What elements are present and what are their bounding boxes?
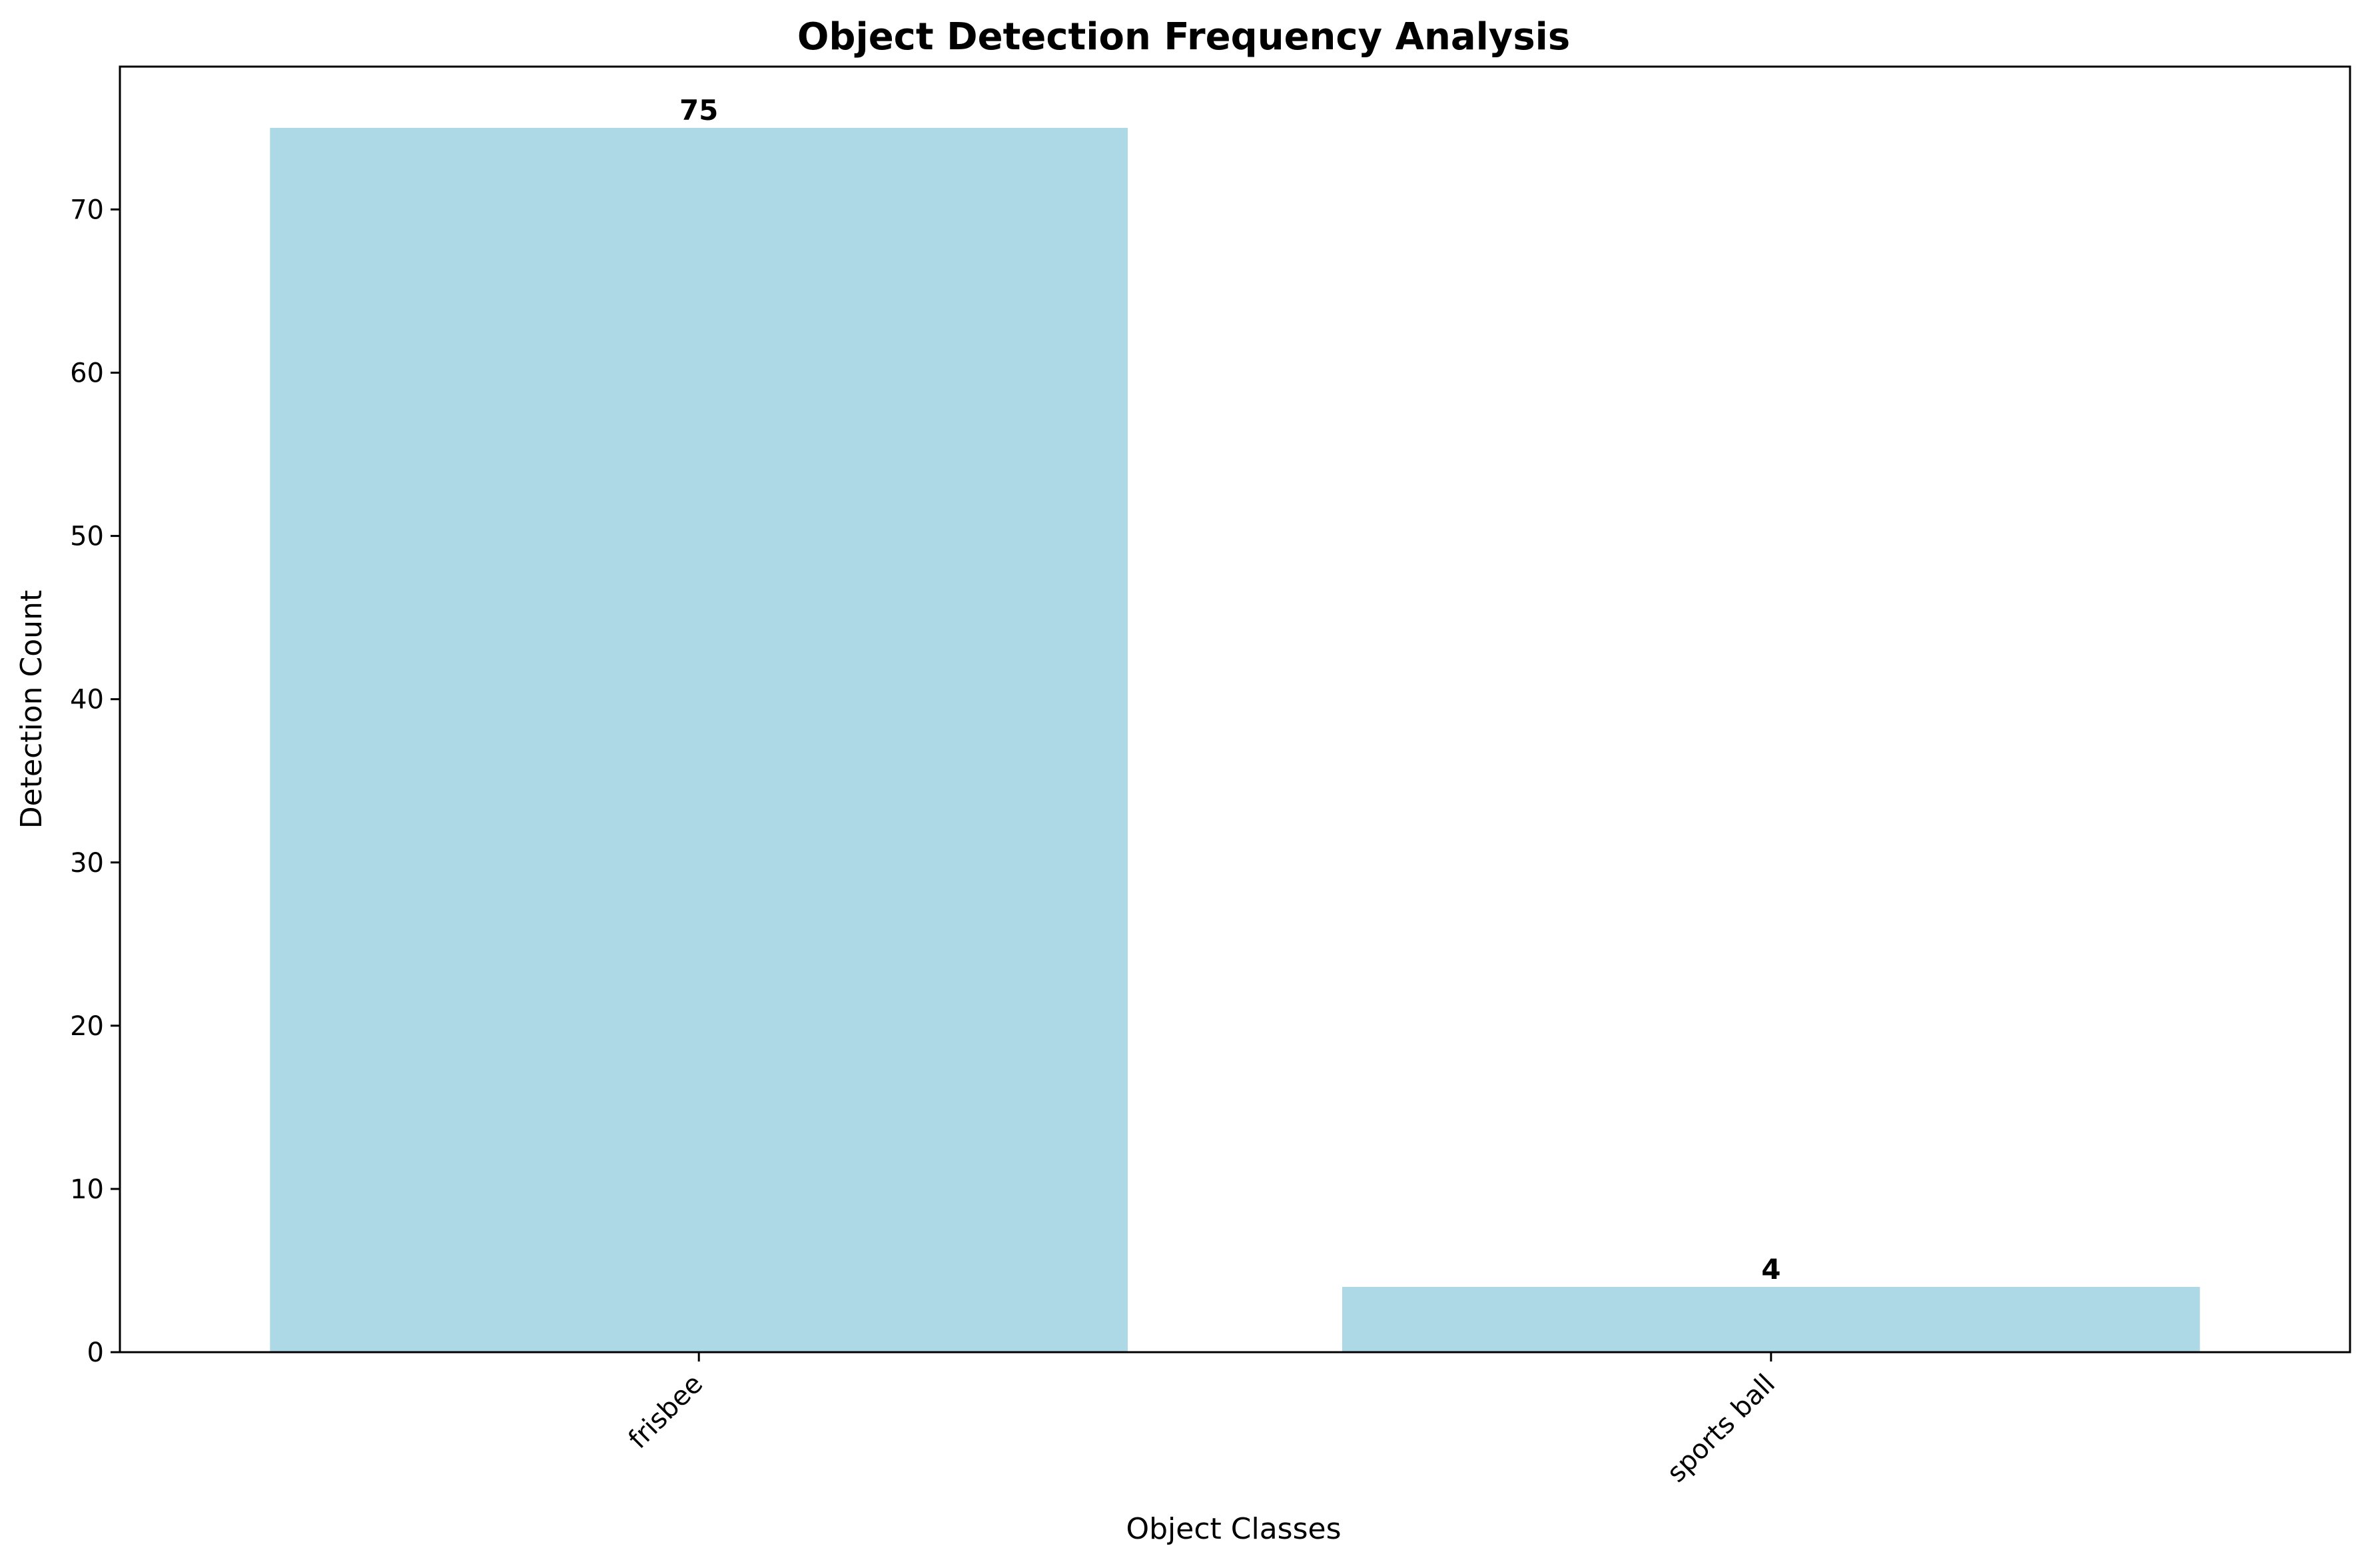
bars-layer: 75 4 [270, 94, 2200, 1352]
x-axis-label: Object Classes [1126, 1512, 1341, 1546]
y-axis-label: Detection Count [15, 590, 49, 829]
y-tick-label: 10 [70, 1174, 104, 1205]
y-tick-label: 50 [70, 522, 104, 552]
y-tick-label: 30 [70, 848, 104, 879]
y-tick-label: 20 [70, 1011, 104, 1042]
data-label: 4 [1761, 1253, 1780, 1286]
bar-frisbee [270, 127, 1128, 1352]
bar-sports-ball [1342, 1286, 2200, 1352]
y-tick-label: 0 [87, 1338, 104, 1368]
y-axis-ticks: 0 10 20 30 40 50 60 70 [70, 195, 120, 1368]
plot-area-frame [119, 65, 2351, 1354]
chart-title: Object Detection Frequency Analysis [797, 15, 1570, 59]
data-label: 75 [679, 94, 718, 127]
y-tick-label: 40 [70, 685, 104, 715]
y-tick-label: 60 [70, 358, 104, 389]
y-tick-label: 70 [70, 195, 104, 225]
